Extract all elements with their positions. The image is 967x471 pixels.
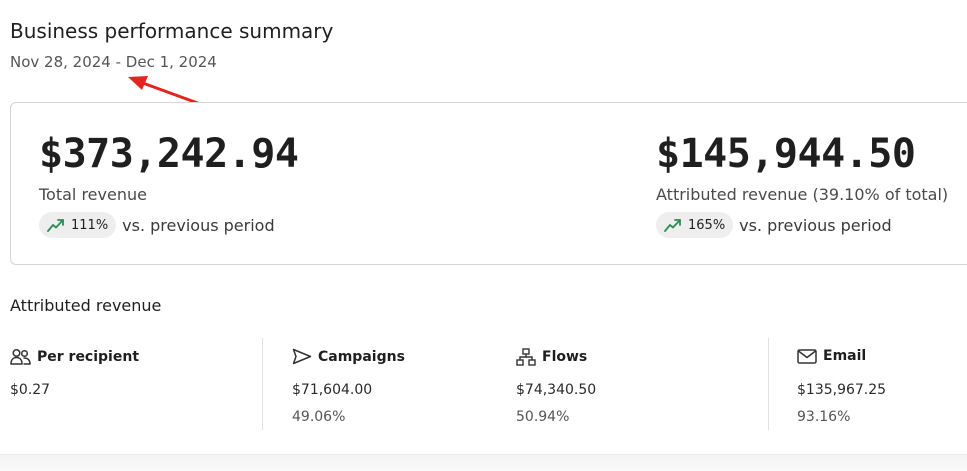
attributed-revenue-label: Attributed revenue (39.10% of total) xyxy=(656,185,949,204)
stat-value: $74,340.50 xyxy=(516,382,597,398)
stat-label: Email xyxy=(823,348,867,364)
stat-heading: Email xyxy=(797,348,866,364)
total-revenue-label: Total revenue xyxy=(39,185,147,204)
stat-percent: 93.16% xyxy=(797,409,851,425)
stat-per-recipient: Per recipient $0.27 xyxy=(10,338,262,430)
stat-value: $0.27 xyxy=(10,382,51,398)
stat-value: $71,604.00 xyxy=(292,382,373,398)
date-range[interactable]: Nov 28, 2024 - Dec 1, 2024 xyxy=(10,53,217,71)
stat-percent: 50.94% xyxy=(516,409,570,425)
stat-heading: Flows xyxy=(516,348,587,366)
trend-badge: 165% xyxy=(656,212,734,238)
total-revenue-trend: 111% vs. previous period xyxy=(39,212,275,238)
total-revenue-value: $373,242.94 xyxy=(39,131,299,177)
stat-heading: Per recipient xyxy=(10,348,139,365)
stat-label: Per recipient xyxy=(37,348,140,365)
trend-up-icon xyxy=(664,219,681,232)
trend-percent: 111% xyxy=(71,217,109,233)
attributed-revenue-trend: 165% vs. previous period xyxy=(656,212,892,238)
trend-badge: 111% xyxy=(39,212,117,238)
trend-up-icon xyxy=(47,219,64,232)
send-icon xyxy=(292,348,312,365)
stat-label: Campaigns xyxy=(318,348,405,365)
attributed-revenue-heading: Attributed revenue xyxy=(10,296,162,315)
page-title: Business performance summary xyxy=(10,19,334,43)
trend-percent: 165% xyxy=(688,217,726,233)
stat-heading: Campaigns xyxy=(292,348,405,365)
stat-flows: Flows $74,340.50 50.94% xyxy=(487,338,768,430)
stat-percent: 49.06% xyxy=(292,409,346,425)
trend-caption: vs. previous period xyxy=(739,215,892,235)
stat-label: Flows xyxy=(542,349,588,365)
mail-icon xyxy=(797,348,817,364)
trend-caption: vs. previous period xyxy=(122,215,275,235)
stat-email: Email $135,967.25 93.16% xyxy=(768,338,967,430)
attributed-revenue-value: $145,944.50 xyxy=(656,131,916,177)
users-icon xyxy=(10,348,31,365)
stat-campaigns: Campaigns $71,604.00 49.06% xyxy=(262,338,488,430)
flow-icon xyxy=(516,348,536,366)
revenue-summary-card: $373,242.94 Total revenue 111% vs. previ… xyxy=(10,102,967,265)
next-section-edge xyxy=(0,454,967,471)
stat-value: $135,967.25 xyxy=(797,382,887,398)
